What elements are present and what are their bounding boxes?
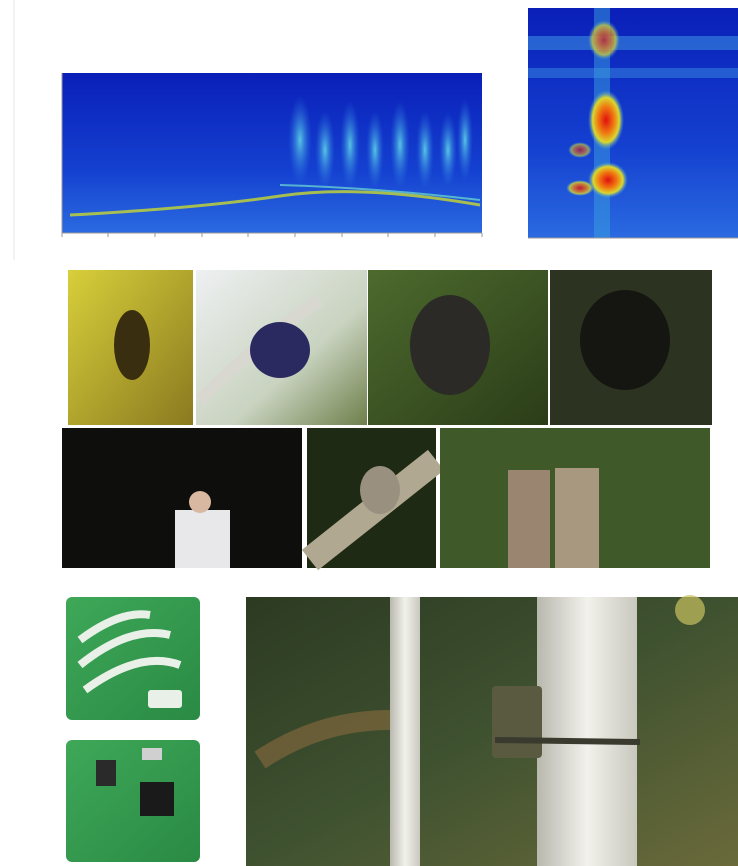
forest-photo bbox=[246, 595, 738, 866]
spectrogram-left bbox=[14, 0, 482, 260]
photo-row-1 bbox=[68, 270, 712, 425]
page: {} bbox=[0, 0, 738, 866]
spectrogram-right bbox=[528, 8, 738, 238]
collage bbox=[0, 0, 738, 866]
pcb-boards bbox=[66, 597, 200, 862]
photo-row-2 bbox=[62, 428, 710, 568]
